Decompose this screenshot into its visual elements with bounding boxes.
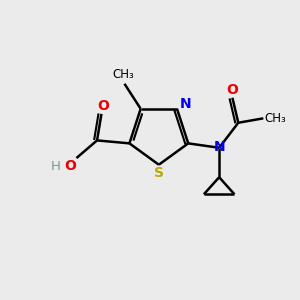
Text: O: O [64,159,76,173]
Text: CH₃: CH₃ [265,112,286,125]
Text: CH₃: CH₃ [112,68,134,81]
Text: O: O [226,83,238,97]
Text: S: S [154,166,164,180]
Text: H: H [50,160,60,172]
Text: O: O [97,99,109,113]
Text: N: N [214,140,226,154]
Text: N: N [179,98,191,111]
